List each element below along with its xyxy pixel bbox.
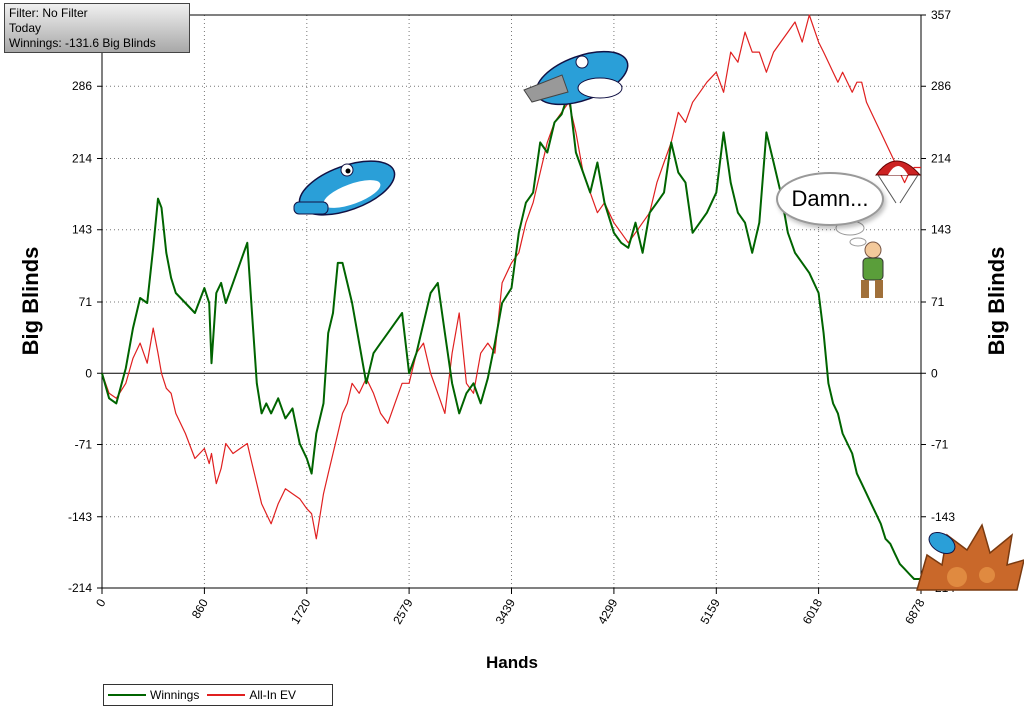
explosion-icon	[916, 523, 1024, 591]
speech-bubble: Damn...	[776, 172, 884, 226]
y-tick-label-left: 0	[85, 366, 92, 380]
winnings-text: Winnings: -131.6 Big Blinds	[9, 36, 156, 50]
y-tick-label-right: 214	[931, 152, 951, 166]
y-tick-label-left: -143	[68, 510, 92, 524]
x-tick-label: 3439	[493, 596, 519, 626]
filter-text: Filter: No Filter	[9, 6, 88, 20]
y-tick-label-right: 357	[931, 8, 951, 22]
legend-label-winnings: Winnings	[150, 688, 200, 702]
allin-ev-line	[101, 14, 921, 540]
legend-item-allin-ev: All-In EV	[207, 688, 296, 702]
x-tick-label: 4299	[595, 596, 621, 626]
y-tick-label-left: -71	[75, 437, 93, 451]
legend-item-winnings: Winnings	[108, 688, 199, 702]
speech-bubble-text: Damn...	[791, 186, 869, 211]
series-lines	[101, 14, 921, 580]
x-tick-label: 6018	[800, 596, 826, 626]
winnings-line	[101, 91, 921, 580]
y-axis-label-right: Big Blinds	[984, 247, 1009, 356]
parachutist-icon	[861, 241, 884, 298]
x-tick-label: 1720	[288, 596, 314, 626]
x-tick-label: 0	[93, 596, 109, 609]
y-tick-label-left: 71	[79, 295, 93, 309]
y-tick-label-left: 143	[72, 223, 92, 237]
x-axis-label: Hands	[486, 653, 538, 672]
y-tick-label-left: -214	[68, 581, 92, 595]
y-tick-label-right: 286	[931, 79, 951, 93]
y-tick-label-right: -71	[931, 437, 949, 451]
legend-label-allin-ev: All-In EV	[249, 688, 297, 702]
legend-swatch-allin-ev	[207, 694, 246, 696]
y-tick-label-left: 214	[72, 152, 92, 166]
y-tick-label-right: 0	[931, 366, 938, 380]
shark-plane-icon	[293, 160, 396, 216]
x-tick-label: 2579	[390, 596, 416, 626]
x-tick-label: 860	[189, 596, 211, 621]
y-tick-label-right: 71	[931, 295, 945, 309]
info-box: Filter: No Filter Today Winnings: -131.6…	[4, 3, 190, 53]
x-tick-label: 5159	[697, 596, 723, 626]
parachute-icon	[875, 160, 922, 204]
period-text: Today	[9, 21, 42, 35]
y-tick-label-left: 286	[72, 79, 92, 93]
x-tick-label: 6878	[902, 596, 928, 626]
x-ticks: 0 860 1720 2579 3439 4299 5159 6018 6878	[93, 588, 928, 627]
legend-swatch-winnings	[108, 694, 146, 696]
y-tick-label-right: 143	[931, 223, 951, 237]
crashed-plane-icon	[523, 50, 629, 106]
y-axis-label-left: Big Blinds	[18, 247, 43, 356]
y-tick-label-right: -143	[931, 510, 955, 524]
legend: Winnings All-In EV	[103, 684, 333, 706]
